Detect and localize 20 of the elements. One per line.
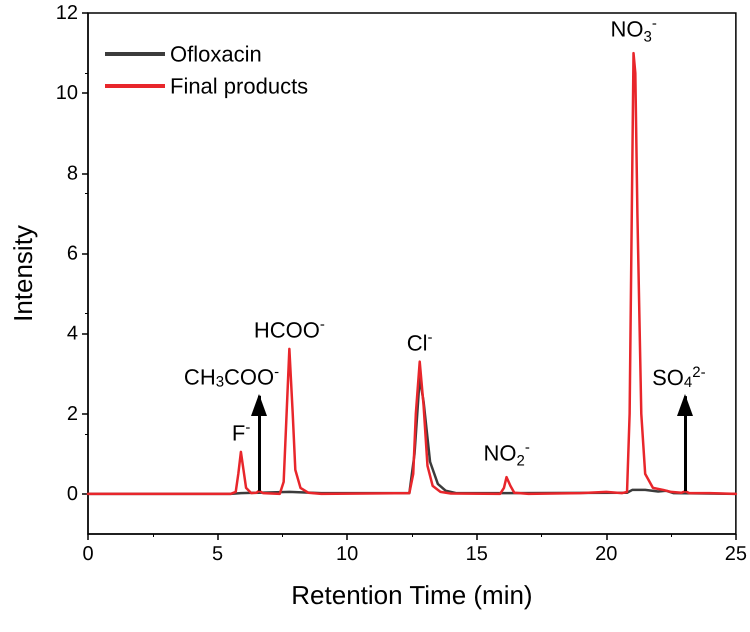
x-tick-label: 20	[595, 543, 618, 565]
x-tick-label: 25	[724, 543, 747, 565]
legend-label: Final products	[170, 74, 308, 98]
y-tick-label: 10	[56, 82, 78, 104]
y-axis-title: Intensity	[8, 225, 38, 322]
x-tick-label: 15	[466, 543, 488, 565]
x-tick-label: 5	[212, 543, 224, 565]
annotation: HCOO$^{-}$	[254, 316, 325, 342]
legend-label: Ofloxacin	[170, 42, 262, 66]
y-tick-label: 4	[66, 322, 78, 345]
x-tick-label: 0	[82, 543, 94, 565]
annotation: Cl$^{-}$	[406, 328, 432, 355]
x-tick-label: 10	[336, 543, 358, 565]
y-tick-label: 0	[66, 482, 78, 505]
y-tick-label: 12	[56, 2, 78, 24]
annotation: F$^{-}$	[232, 418, 250, 446]
y-tick-label: 2	[66, 402, 78, 425]
y-tick-label: 8	[66, 162, 78, 184]
y-tick-label: 6	[66, 242, 78, 264]
x-axis-title: Retention Time (min)	[291, 580, 533, 610]
